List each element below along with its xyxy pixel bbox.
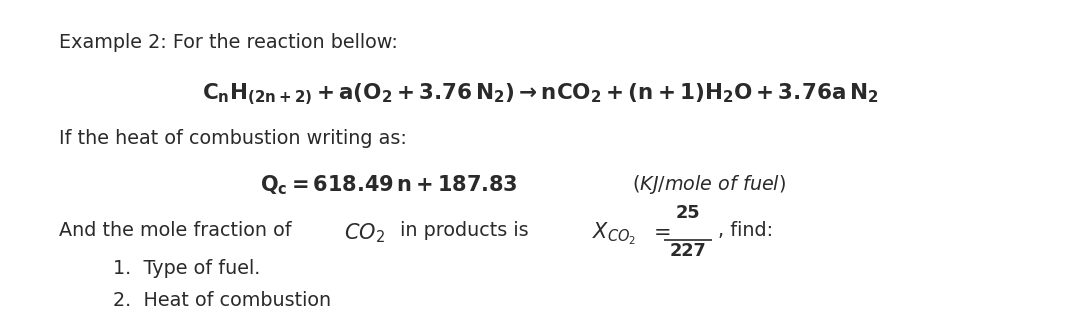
Text: $=$: $=$	[649, 221, 671, 241]
Text: Example 2: For the reaction bellow:: Example 2: For the reaction bellow:	[59, 33, 399, 52]
Text: $\mathit{X_{CO_2}}$: $\mathit{X_{CO_2}}$	[592, 221, 636, 247]
Text: 25: 25	[676, 204, 700, 222]
Text: $\mathbf{C_nH_{(2n+2)} + a(O_2 + 3.76\,N_2)\rightarrow nCO_2 + (n+1)H_2O + 3.76a: $\mathbf{C_nH_{(2n+2)} + a(O_2 + 3.76\,N…	[202, 81, 878, 107]
Text: And the mole fraction of: And the mole fraction of	[59, 221, 298, 240]
Text: $\mathbf{Q_c = 618.49\,n + 187.83}$: $\mathbf{Q_c = 618.49\,n + 187.83}$	[260, 173, 517, 197]
Text: in products is: in products is	[394, 221, 535, 240]
Text: $\mathit{CO_2}$: $\mathit{CO_2}$	[343, 221, 384, 245]
Text: $(KJ/mole\ of\ fuel)$: $(KJ/mole\ of\ fuel)$	[632, 173, 786, 196]
Text: , find:: , find:	[718, 221, 773, 240]
Text: If the heat of combustion writing as:: If the heat of combustion writing as:	[59, 129, 407, 148]
Text: 2.  Heat of combustion: 2. Heat of combustion	[113, 291, 332, 310]
Text: 1.  Type of fuel.: 1. Type of fuel.	[113, 259, 260, 278]
Text: 227: 227	[670, 242, 706, 260]
